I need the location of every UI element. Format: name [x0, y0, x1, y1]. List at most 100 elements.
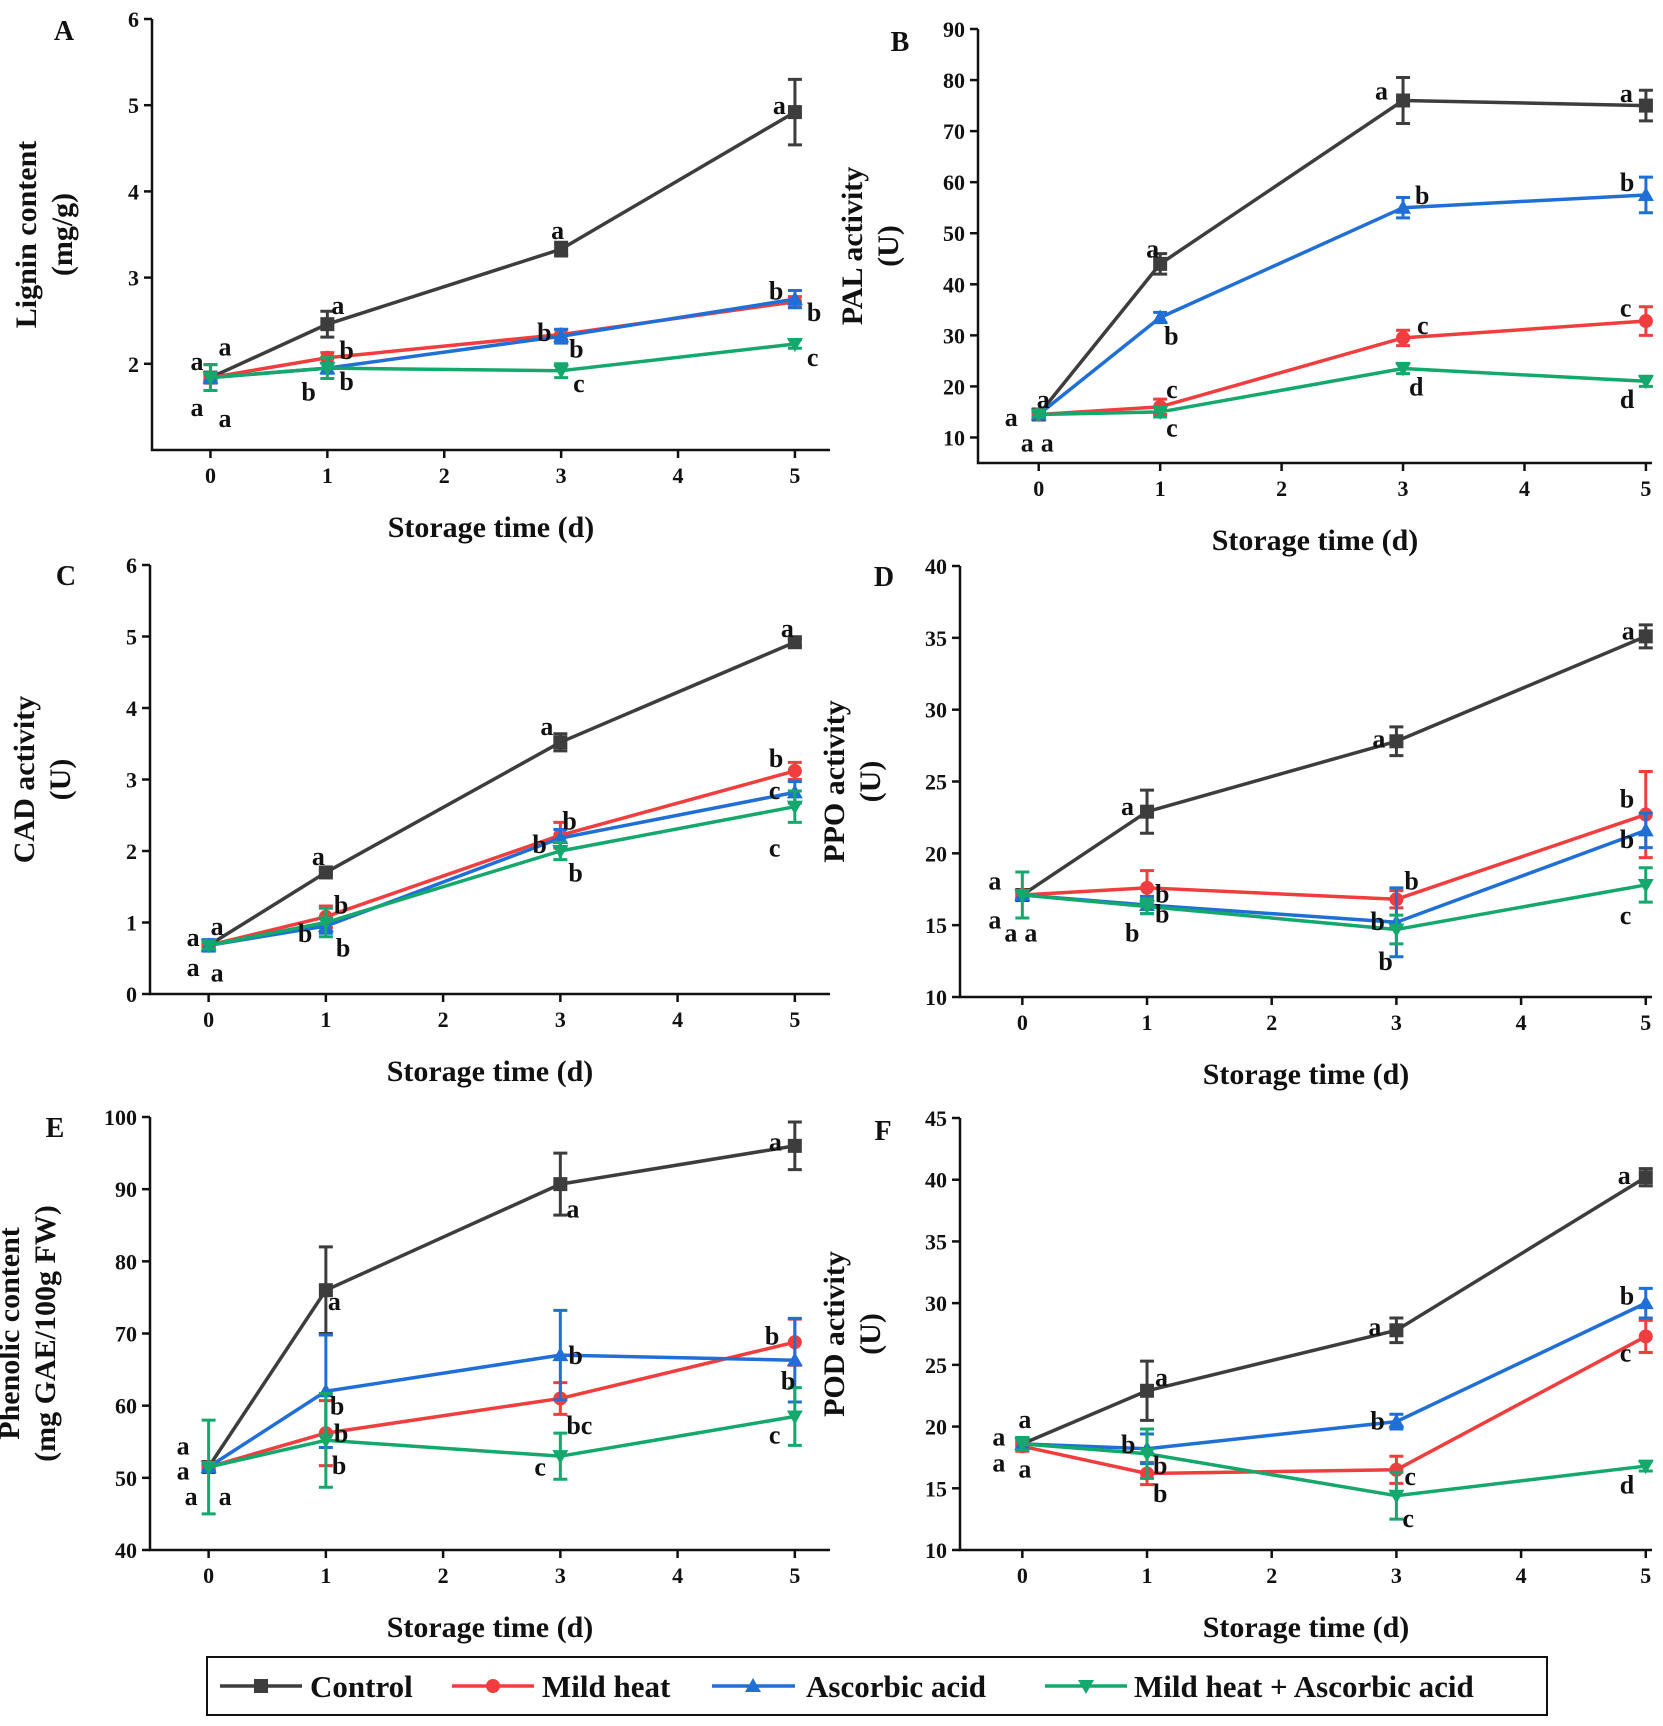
- significance-letter: a: [1372, 724, 1385, 753]
- panel-b-x-axis-title: Storage time (d): [1212, 524, 1419, 557]
- data-marker: [1395, 199, 1412, 214]
- x-tick-label: 4: [1516, 1563, 1527, 1588]
- data-marker: [1389, 734, 1404, 749]
- significance-letter: b: [1370, 1406, 1384, 1435]
- significance-letter: b: [1155, 900, 1169, 929]
- significance-letter: a: [1146, 235, 1159, 264]
- x-tick-label: 3: [1391, 1563, 1402, 1588]
- panel-d-x-axis-title: Storage time (d): [1203, 1058, 1410, 1091]
- significance-letter: c: [1166, 375, 1178, 404]
- series-line: [1038, 319, 1647, 417]
- y-tick-label: 40: [925, 1168, 947, 1193]
- significance-letter: b: [332, 1451, 346, 1480]
- series-ascorbic-acid: [200, 1308, 803, 1474]
- data-marker: [1637, 878, 1654, 893]
- y-tick-label: 70: [943, 119, 965, 144]
- x-tick-label: 5: [789, 463, 800, 488]
- significance-letter: a: [177, 1457, 190, 1486]
- significance-letter: b: [1370, 907, 1384, 936]
- y-tick-label: 20: [943, 374, 965, 399]
- panel-b: B 10 20 30 40 50 60 70 80 90 0 1 2 3 4 5 Storage time (d…: [836, 17, 1654, 557]
- x-tick-label: 5: [1640, 1010, 1651, 1035]
- panel-f-y-axis-title: POD activity: [818, 1251, 851, 1417]
- significance-letter: a: [1041, 429, 1054, 458]
- significance-letter: c: [1417, 311, 1429, 340]
- panel-e-y-axis-title: (mg GAE/100g FW): [29, 1205, 62, 1462]
- significance-letter: b: [339, 336, 353, 365]
- significance-letter: d: [1620, 385, 1635, 414]
- y-tick-label: 50: [943, 221, 965, 246]
- y-tick-label: 10: [925, 1538, 947, 1563]
- data-marker: [552, 830, 569, 845]
- data-marker: [1030, 408, 1047, 423]
- panel-f-y-axis-title: (U): [854, 1313, 887, 1355]
- data-marker: [553, 735, 568, 750]
- significance-letter: b: [769, 277, 783, 306]
- data-marker: [1140, 804, 1155, 819]
- significance-letter: a: [773, 91, 786, 120]
- y-tick-label: 4: [128, 179, 139, 204]
- significance-letter: a: [1018, 1455, 1031, 1484]
- significance-letter: c: [1404, 1462, 1416, 1491]
- y-tick-label: 25: [925, 1353, 947, 1378]
- data-marker: [200, 939, 217, 954]
- series-line: [208, 1340, 796, 1469]
- significance-letter: a: [992, 1422, 1005, 1451]
- significance-letter: b: [330, 1392, 344, 1421]
- series-line: [207, 640, 796, 947]
- significance-letter: b: [562, 806, 576, 835]
- x-tick-label: 4: [1516, 1010, 1527, 1035]
- data-marker: [787, 1138, 802, 1153]
- significance-letter: b: [336, 934, 350, 963]
- significance-letter: a: [1121, 792, 1134, 821]
- significance-letter: b: [807, 298, 821, 327]
- x-tick-label: 3: [1398, 476, 1409, 501]
- data-marker: [1637, 186, 1654, 201]
- significance-letter: a: [218, 333, 231, 362]
- x-tick-label: 5: [789, 1563, 800, 1588]
- significance-letter: b: [568, 858, 582, 887]
- series-line: [208, 790, 796, 948]
- significance-letter: a: [331, 291, 344, 320]
- significance-letter: a: [1375, 76, 1388, 105]
- y-tick-label: 30: [943, 323, 965, 348]
- data-marker: [1638, 629, 1653, 644]
- data-marker: [786, 337, 803, 352]
- data-marker: [552, 1450, 569, 1465]
- panel-b-label: B: [891, 27, 910, 58]
- series-line: [1037, 193, 1647, 416]
- series-line: [1038, 366, 1647, 417]
- panel-d-y-axis-title: PPO activity: [818, 700, 851, 862]
- x-tick-label: 2: [1266, 1563, 1277, 1588]
- data-marker: [319, 362, 336, 377]
- significance-letter: c: [769, 776, 781, 805]
- panel-e: E 40 50 60 70 80 90 100 0 1 2 3 4 5 Storage time (d) Ph…: [0, 1105, 830, 1644]
- data-marker: [787, 105, 802, 120]
- significance-letter: a: [551, 216, 564, 245]
- data-marker: [1152, 309, 1169, 324]
- data-marker: [786, 1410, 803, 1425]
- significance-letter: b: [532, 830, 546, 859]
- y-tick-label: 15: [925, 1476, 947, 1501]
- panel-f-x-axis-title: Storage time (d): [1203, 1611, 1410, 1644]
- significance-letter: b: [568, 1341, 582, 1370]
- y-tick-label: 30: [925, 698, 947, 723]
- panel-a: A 2 3 4 5 6 0 1 2 3 4 5 Storage time (d) Lignin conte…: [10, 7, 830, 544]
- significance-letter: a: [1018, 1405, 1031, 1434]
- y-tick-label: 30: [925, 1291, 947, 1316]
- panel-d-label: D: [874, 562, 894, 593]
- significance-letter: c: [769, 833, 781, 862]
- x-tick-label: 4: [1519, 476, 1530, 501]
- series-line: [1021, 1175, 1647, 1446]
- y-tick-label: 45: [925, 1106, 947, 1131]
- series-mild-heat-ascorbic-acid: [202, 337, 803, 393]
- significance-letter: a: [218, 404, 231, 433]
- x-tick-label: 0: [205, 463, 216, 488]
- significance-letter: b: [334, 891, 348, 920]
- panel-b-axes: [976, 29, 1652, 465]
- significance-letter: b: [769, 744, 783, 773]
- data-marker: [1637, 375, 1654, 390]
- data-marker: [318, 1283, 333, 1298]
- legend: Control Mild heat Ascorbic acid Mild hea…: [206, 1656, 1548, 1716]
